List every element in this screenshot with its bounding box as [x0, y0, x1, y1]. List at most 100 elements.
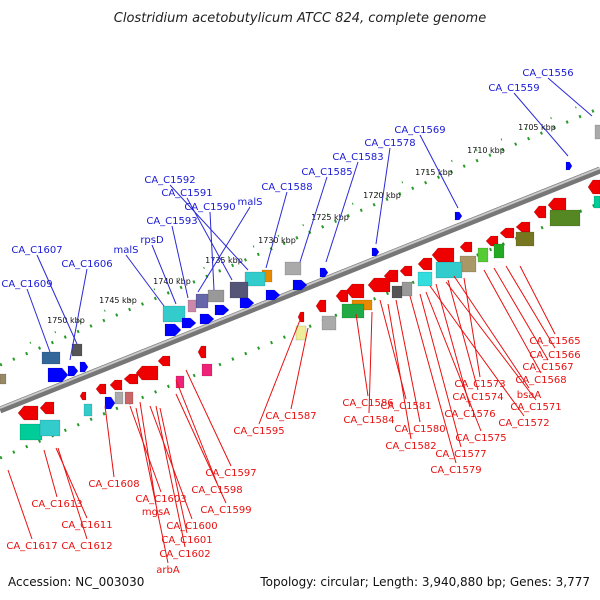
reverse-gene	[109, 379, 123, 391]
gene-label: CA_C1576	[444, 409, 495, 420]
label-leader	[36, 254, 78, 345]
reverse-gene	[477, 247, 489, 263]
forward-gene	[71, 343, 83, 357]
label-leader	[171, 225, 189, 299]
forward-gene	[124, 391, 134, 405]
reverse-gene	[533, 205, 547, 219]
label-leader	[447, 279, 479, 391]
label-leader	[375, 147, 391, 245]
label-leader	[435, 283, 471, 408]
forward-gene	[104, 396, 116, 410]
scale-label: 1710 kbp	[467, 146, 505, 155]
forward-gene	[214, 304, 230, 316]
forward-gene	[292, 279, 308, 291]
label-leader	[175, 393, 227, 504]
scale-label: 1705 kbp	[518, 123, 556, 132]
label-leader	[513, 92, 569, 157]
gene-label: CA_C1575	[455, 433, 506, 444]
reverse-gene	[401, 281, 413, 297]
reverse-gene	[175, 375, 185, 389]
reverse-gene	[515, 221, 531, 233]
gene-label: CA_C1574	[452, 392, 503, 403]
label-leader	[505, 265, 556, 349]
reverse-gene	[391, 285, 403, 299]
forward-gene	[594, 124, 600, 140]
gene-label: CA_C1593	[146, 216, 197, 227]
label-leader	[26, 288, 51, 353]
label-leader	[43, 449, 58, 498]
reverse-gene	[549, 209, 581, 227]
reverse-gene	[499, 227, 515, 239]
gene-label: CA_C1572	[498, 418, 549, 429]
gene-label: CA_C1613	[31, 499, 82, 510]
label-leader	[135, 407, 169, 564]
gene-label: CA_C1587	[265, 411, 316, 422]
forward-gene	[67, 365, 79, 377]
gene-label: CA_C1565	[529, 336, 580, 347]
gene-label: CA_C1588	[261, 182, 312, 193]
reverse-gene	[135, 365, 159, 381]
reverse-gene	[341, 303, 365, 319]
label-leader	[7, 469, 33, 540]
label-leader	[169, 184, 249, 271]
label-leader	[155, 405, 186, 548]
forward-gene	[79, 361, 89, 373]
accession-text: Accession: NC_003030	[8, 575, 144, 589]
scale-label: 1715 kbp	[415, 168, 453, 177]
label-leader	[129, 405, 162, 493]
gene-label: CA_C1585	[301, 167, 352, 178]
gene-label: bsaA	[517, 390, 542, 401]
gene-label: CA_C1559	[488, 83, 539, 94]
gene-label: CA_C1617	[6, 541, 57, 552]
gene-label: CA_C1571	[510, 402, 561, 413]
reverse-gene	[95, 383, 107, 395]
gene-label: CA_C1578	[364, 138, 415, 149]
gene-label: arbA	[156, 565, 180, 576]
forward-gene	[195, 293, 209, 309]
scale-label: 1730 kbp	[258, 236, 296, 245]
gene-label: CA_C1591	[161, 188, 212, 199]
reverse-gene	[157, 355, 171, 367]
reverse-gene	[593, 195, 600, 209]
reverse-gene	[587, 179, 600, 195]
forward-gene	[239, 297, 255, 309]
label-leader	[258, 319, 301, 425]
reverse-gene	[417, 257, 433, 271]
label-leader	[395, 299, 421, 423]
gene-label: CA_C1602	[159, 549, 210, 560]
reverse-gene	[39, 401, 55, 415]
gene-label: CA_C1608	[88, 479, 139, 490]
forward-gene	[244, 271, 266, 287]
forward-gene	[199, 313, 215, 325]
gene-label: CA_C1601	[161, 535, 212, 546]
gene-label: CA_C1568	[515, 375, 566, 386]
reverse-gene	[19, 423, 43, 441]
gene-label: CA_C1607	[11, 245, 62, 256]
label-leader	[125, 254, 165, 307]
gene-label: CA_C1579	[430, 465, 481, 476]
label-leader	[185, 369, 232, 467]
genome-summary-text: Topology: circular; Length: 3,940,880 bp…	[259, 575, 590, 589]
forward-gene	[41, 351, 61, 365]
forward-gene	[284, 261, 302, 276]
label-leader	[265, 191, 288, 269]
reverse-gene	[39, 419, 61, 437]
gene-label: CA_C1580	[394, 424, 445, 435]
forward-gene	[47, 367, 69, 383]
reverse-gene	[459, 241, 473, 253]
label-leader	[453, 275, 530, 389]
reverse-gene	[435, 261, 463, 279]
reverse-gene	[399, 265, 413, 277]
label-leader	[159, 407, 188, 534]
label-leader	[483, 269, 542, 374]
label-leader	[290, 327, 309, 410]
label-leader	[139, 401, 157, 506]
label-leader	[355, 313, 369, 397]
gene-label: CA_C1612	[61, 541, 112, 552]
reverse-gene	[345, 283, 365, 299]
label-leader	[151, 244, 177, 305]
forward-genes	[0, 124, 600, 410]
forward-gene	[187, 299, 197, 313]
label-leader	[57, 447, 88, 540]
